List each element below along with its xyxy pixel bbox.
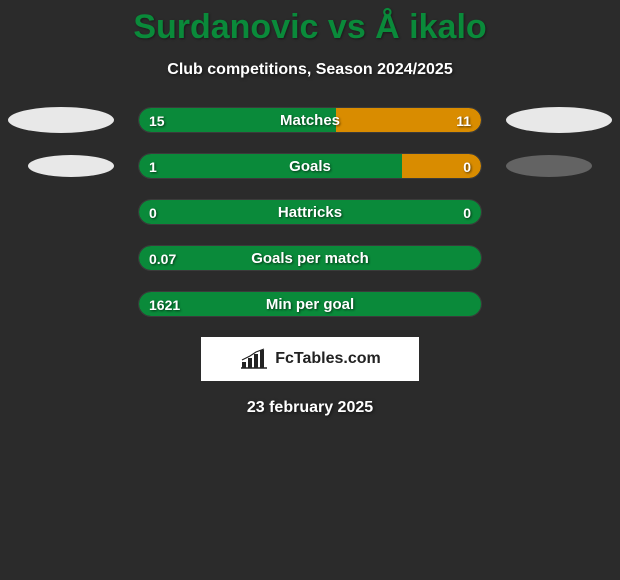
stat-label: Goals xyxy=(289,158,331,175)
stat-value-left: 1 xyxy=(149,154,157,179)
stat-bar: Min per goal 1621 xyxy=(138,291,482,317)
stat-value-left: 0 xyxy=(149,200,157,225)
date: 23 february 2025 xyxy=(0,399,620,417)
stat-value-right: 0 xyxy=(463,154,471,179)
stat-bar: Matches 15 11 xyxy=(138,107,482,133)
stat-label: Goals per match xyxy=(251,250,369,267)
stat-row: Goals per match 0.07 xyxy=(0,245,620,271)
stat-value-left: 15 xyxy=(149,108,165,133)
ellipse-right xyxy=(506,155,592,177)
logo-box: FcTables.com xyxy=(201,337,419,381)
stat-value-right: 0 xyxy=(463,200,471,225)
stat-rows: Matches 15 11 Goals 1 0 Hattricks 0 0 Goals per m… xyxy=(0,107,620,317)
stat-row: Goals 1 0 xyxy=(0,153,620,179)
stat-row: Matches 15 11 xyxy=(0,107,620,133)
stat-label: Matches xyxy=(280,112,340,129)
ellipse-left xyxy=(28,155,114,177)
bar-fill-left xyxy=(139,154,402,178)
page-title: Surdanovic vs Å ikalo xyxy=(0,0,620,47)
stat-value-left: 0.07 xyxy=(149,246,176,271)
stat-label: Hattricks xyxy=(278,204,342,221)
logo-text: FcTables.com xyxy=(275,350,381,368)
stat-row: Hattricks 0 0 xyxy=(0,199,620,225)
stat-bar: Hattricks 0 0 xyxy=(138,199,482,225)
ellipse-right xyxy=(506,107,612,133)
stat-label: Min per goal xyxy=(266,296,354,313)
stat-value-left: 1621 xyxy=(149,292,180,317)
subtitle: Club competitions, Season 2024/2025 xyxy=(0,61,620,79)
stat-bar: Goals per match 0.07 xyxy=(138,245,482,271)
stat-row: Min per goal 1621 xyxy=(0,291,620,317)
ellipse-left xyxy=(8,107,114,133)
bar-chart-icon xyxy=(239,348,269,370)
stat-bar: Goals 1 0 xyxy=(138,153,482,179)
stat-value-right: 11 xyxy=(456,108,471,133)
